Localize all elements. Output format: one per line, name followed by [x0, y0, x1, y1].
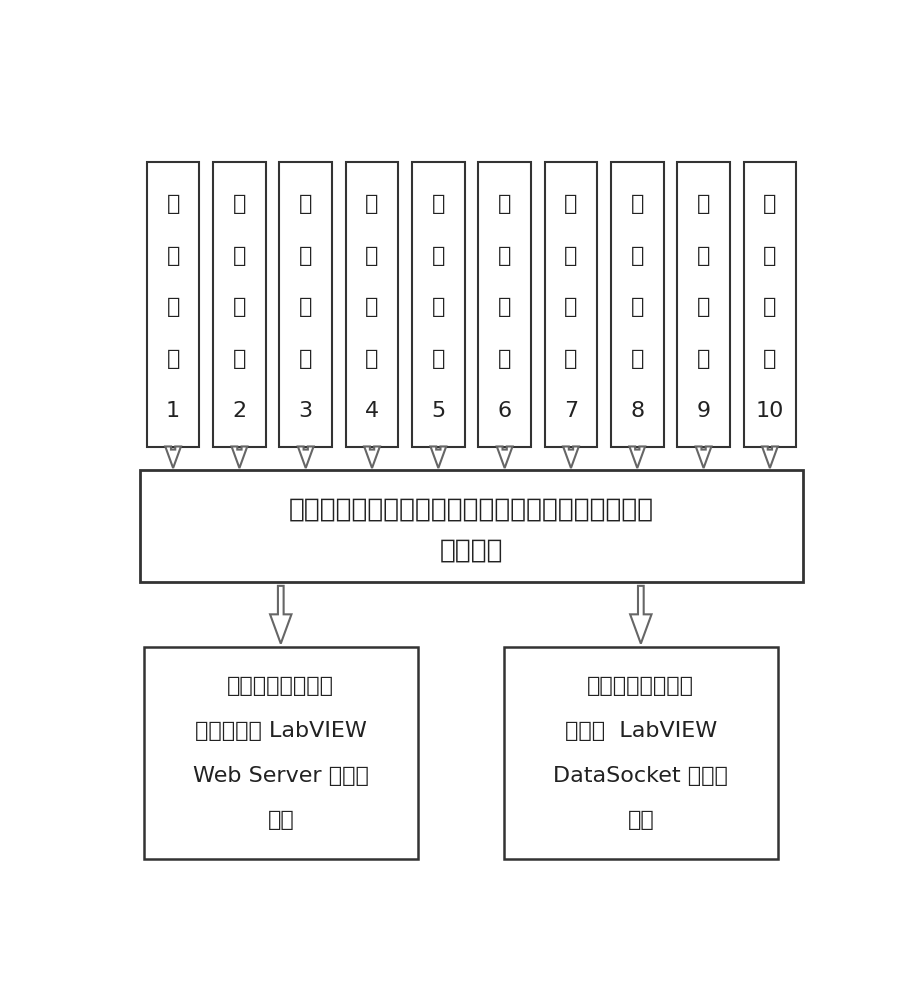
Text: 监: 监 [763, 194, 776, 214]
Text: 水: 水 [233, 297, 246, 317]
Polygon shape [496, 446, 512, 468]
Text: 域: 域 [299, 349, 312, 369]
Text: 测: 测 [497, 246, 511, 266]
Text: 9: 9 [696, 401, 709, 421]
Text: 域: 域 [563, 349, 577, 369]
Text: 水: 水 [696, 297, 709, 317]
Text: 域: 域 [365, 349, 379, 369]
Text: 域: 域 [630, 349, 643, 369]
Polygon shape [761, 446, 777, 468]
Text: 1: 1 [165, 401, 180, 421]
Text: 水: 水 [166, 297, 179, 317]
Bar [503, 647, 777, 859]
Bar [544, 162, 596, 447]
Polygon shape [364, 446, 380, 468]
Polygon shape [430, 446, 446, 468]
Text: 域: 域 [763, 349, 776, 369]
Bar [146, 162, 199, 447]
Text: 水: 水 [630, 297, 643, 317]
Text: 域: 域 [431, 349, 445, 369]
Bar [279, 162, 332, 447]
Polygon shape [562, 446, 578, 468]
Text: 现）: 现） [627, 810, 653, 830]
Text: 监: 监 [299, 194, 312, 214]
Text: 10: 10 [754, 401, 783, 421]
Text: 智能系统管理部分: 智能系统管理部分 [227, 676, 334, 696]
Bar [346, 162, 398, 447]
Text: 3: 3 [299, 401, 312, 421]
Text: 水: 水 [365, 297, 379, 317]
Text: 域: 域 [696, 349, 709, 369]
Text: 8: 8 [630, 401, 643, 421]
Text: 测: 测 [166, 246, 179, 266]
Text: 域: 域 [233, 349, 246, 369]
Text: 监: 监 [497, 194, 511, 214]
Polygon shape [630, 586, 651, 644]
Text: 监: 监 [696, 194, 709, 214]
Text: DataSocket 功能实: DataSocket 功能实 [553, 766, 728, 786]
Text: 测: 测 [696, 246, 709, 266]
Text: 的用户（由 LabVIEW: 的用户（由 LabVIEW [195, 721, 367, 741]
Bar [412, 162, 464, 447]
Text: 监: 监 [365, 194, 379, 214]
Text: 测: 测 [563, 246, 577, 266]
Polygon shape [695, 446, 710, 468]
Text: 水: 水 [431, 297, 445, 317]
Text: 域: 域 [166, 349, 179, 369]
Text: 测: 测 [431, 246, 445, 266]
Polygon shape [629, 446, 644, 468]
Polygon shape [270, 586, 291, 644]
Bar [610, 162, 663, 447]
Text: 2: 2 [233, 401, 246, 421]
Text: 测: 测 [299, 246, 312, 266]
Text: 智能系统: 智能系统 [439, 538, 503, 564]
Text: 4: 4 [365, 401, 379, 421]
Text: 域: 域 [497, 349, 511, 369]
Bar [676, 162, 729, 447]
Text: 监: 监 [431, 194, 445, 214]
Text: Web Server 功能实: Web Server 功能实 [193, 766, 369, 786]
Text: 测: 测 [763, 246, 776, 266]
Text: 7: 7 [563, 401, 577, 421]
Text: 水: 水 [497, 297, 511, 317]
Text: 监: 监 [233, 194, 246, 214]
Polygon shape [165, 446, 181, 468]
Text: 基于无线传感器网络技术监测钉螺及钉螺生存环境的: 基于无线传感器网络技术监测钉螺及钉螺生存环境的 [289, 496, 653, 522]
Text: 测: 测 [630, 246, 643, 266]
Bar [478, 162, 530, 447]
Bar [143, 647, 417, 859]
Bar [743, 162, 796, 447]
Text: 水: 水 [299, 297, 312, 317]
Text: 5: 5 [431, 401, 445, 421]
Bar [140, 470, 802, 582]
Text: 监: 监 [166, 194, 179, 214]
Text: 测: 测 [233, 246, 246, 266]
Text: 测: 测 [365, 246, 379, 266]
Text: 监: 监 [630, 194, 643, 214]
Text: 户（由  LabVIEW: 户（由 LabVIEW [564, 721, 716, 741]
Polygon shape [298, 446, 313, 468]
Text: 现）: 现） [267, 810, 294, 830]
Text: 监: 监 [563, 194, 577, 214]
Bar [213, 162, 266, 447]
Text: 水: 水 [763, 297, 776, 317]
Text: 水: 水 [563, 297, 577, 317]
Text: 智能系统的普通用: 智能系统的普通用 [586, 676, 694, 696]
Polygon shape [232, 446, 247, 468]
Text: 6: 6 [497, 401, 511, 421]
